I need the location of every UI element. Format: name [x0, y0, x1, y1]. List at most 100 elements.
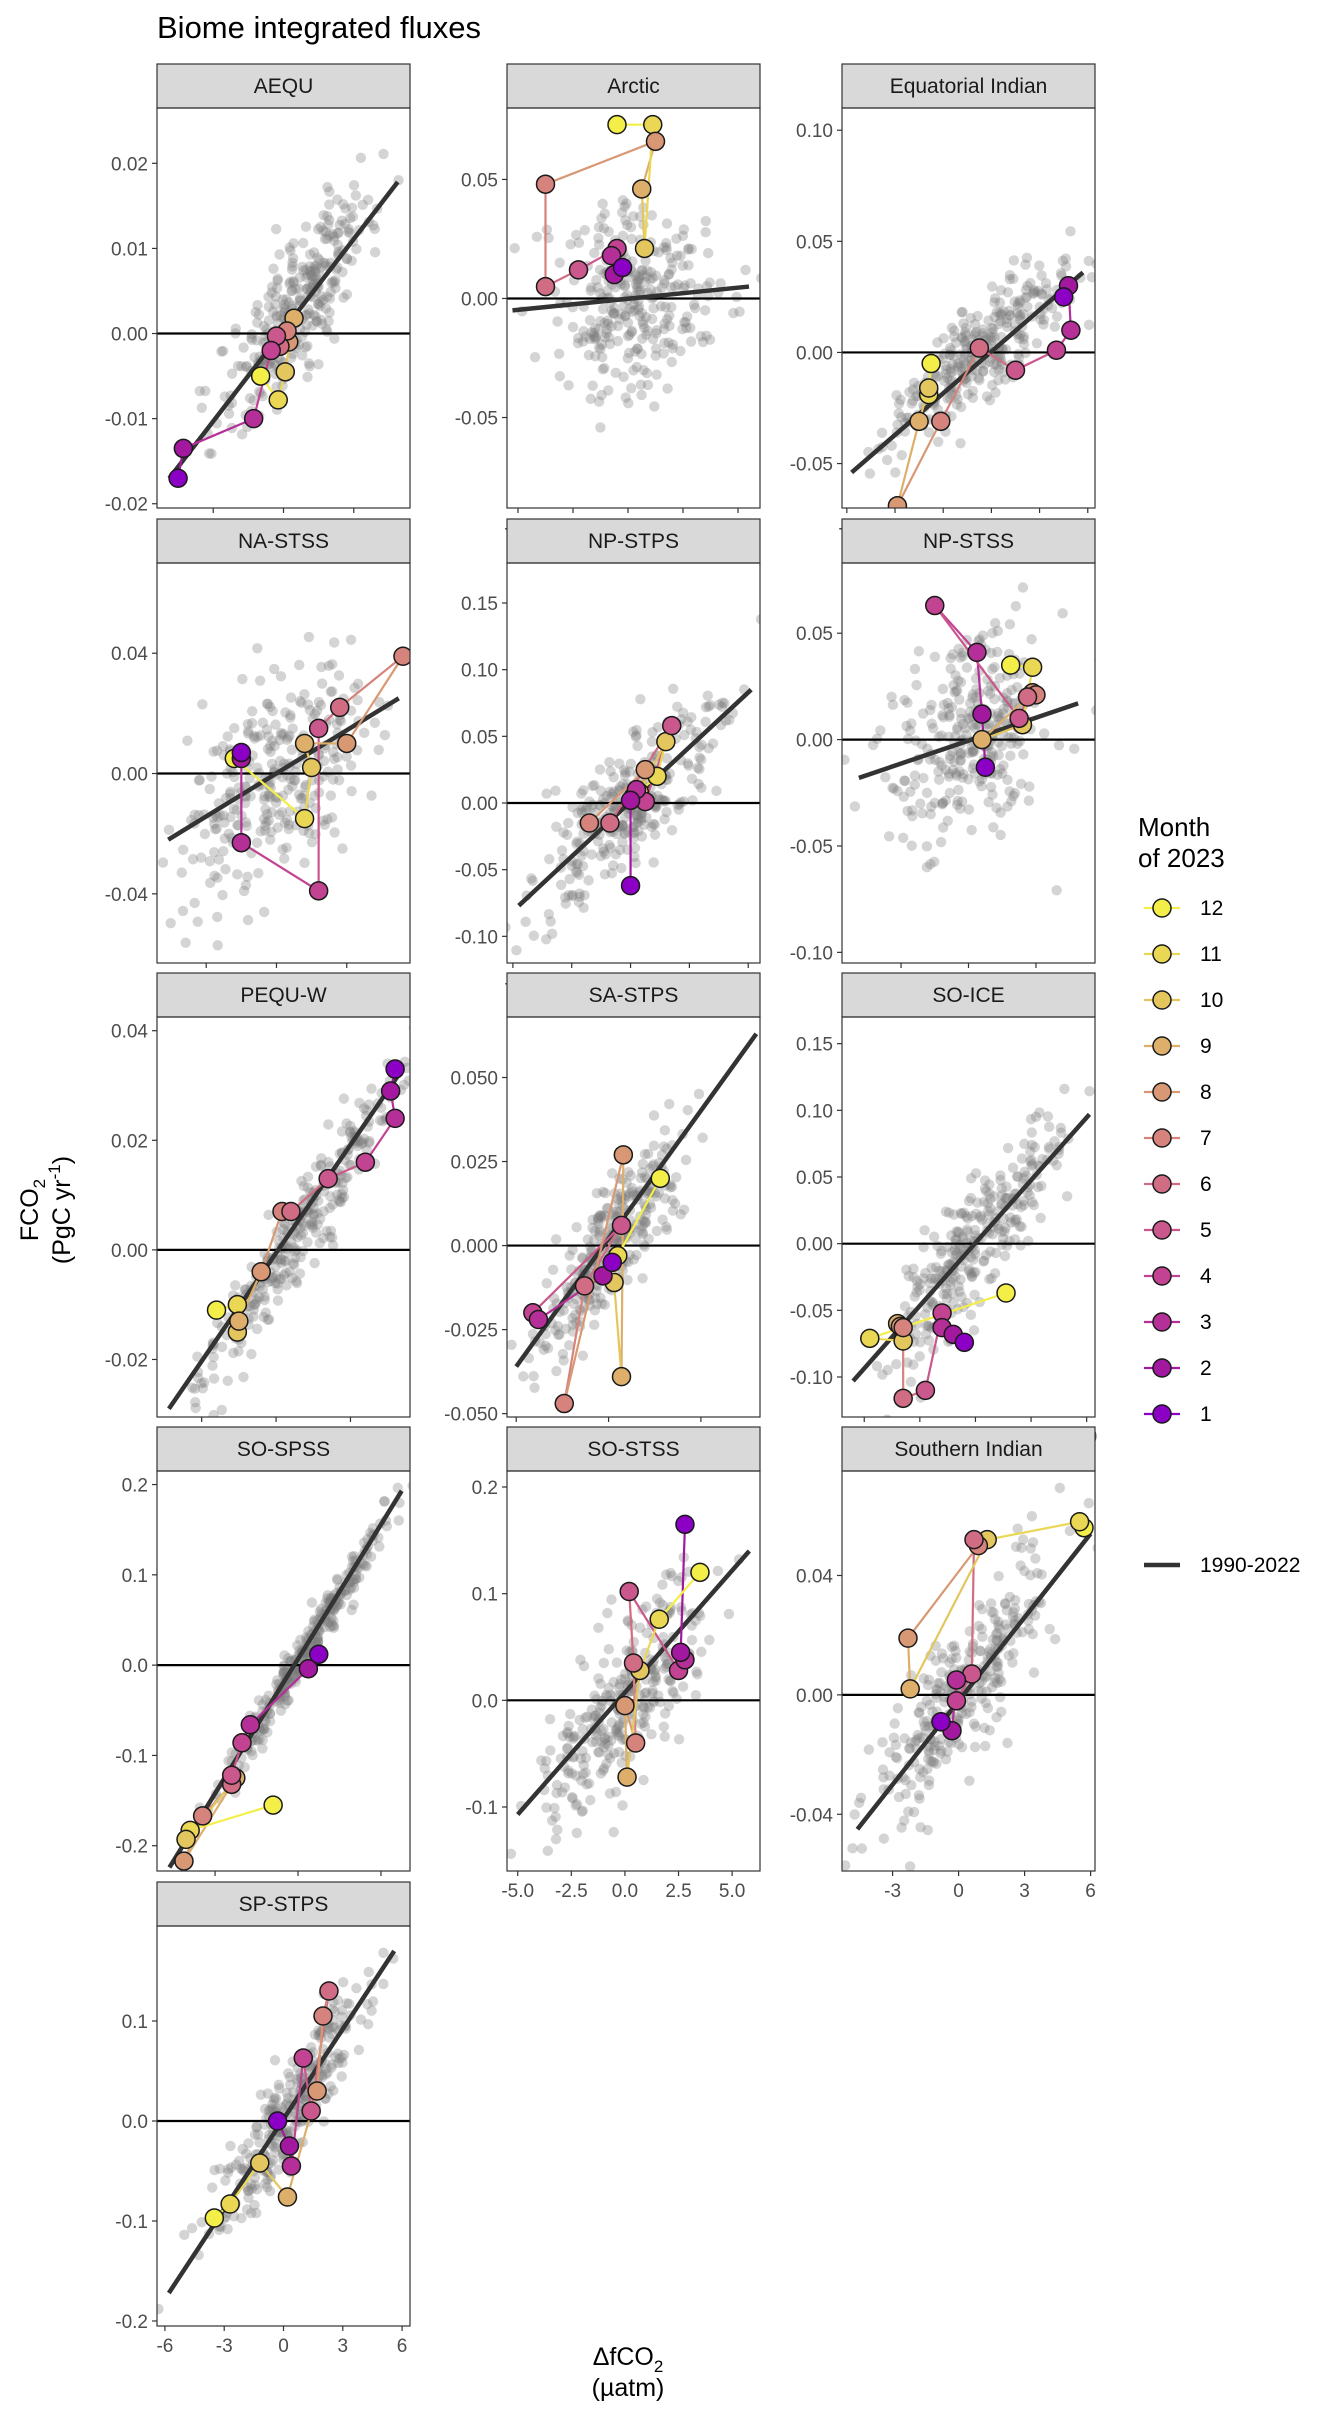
background-point [619, 279, 630, 291]
background-point [298, 1180, 310, 1192]
background-point [996, 358, 1007, 370]
background-point [854, 1797, 865, 1808]
background-point [324, 186, 335, 197]
background-point [599, 317, 610, 329]
background-point [226, 1747, 238, 1758]
background-point [321, 1226, 332, 1237]
month-path-segment [563, 1154, 625, 1404]
background-point [361, 1561, 372, 1572]
background-point [230, 1280, 241, 1291]
panel-border [156, 1470, 411, 1872]
background-point [547, 1264, 559, 1276]
y-tick-label: 0.2 [472, 1478, 498, 1499]
background-point [243, 2192, 254, 2203]
background-point [211, 745, 223, 756]
background-point [605, 842, 616, 854]
background-point [310, 311, 321, 322]
background-point [617, 820, 628, 831]
background-point [305, 2041, 317, 2053]
background-point [1012, 1523, 1023, 1534]
background-point [1000, 1193, 1011, 1204]
background-point [930, 1262, 942, 1273]
background-point [567, 1244, 578, 1256]
background-point [704, 1634, 715, 1646]
background-point [614, 1727, 625, 1738]
background-point [346, 255, 357, 267]
background-point [617, 819, 628, 831]
background-point [1021, 291, 1032, 303]
background-point [966, 1210, 978, 1222]
background-point [232, 869, 243, 880]
background-point [1001, 321, 1013, 333]
background-point [603, 1731, 614, 1743]
y-tick-label: -0.1 [465, 1798, 498, 1819]
legend-key-point-9 [1152, 1036, 1172, 1056]
background-point [299, 689, 310, 700]
background-point [902, 697, 913, 708]
background-point [595, 1292, 606, 1304]
background-point [886, 440, 897, 451]
background-point [1036, 1569, 1047, 1580]
background-point [603, 332, 615, 343]
background-point [667, 1195, 678, 1206]
background-point [269, 2054, 281, 2066]
background-point [288, 276, 299, 287]
background-point [940, 764, 952, 776]
background-point [755, 614, 760, 625]
background-point [274, 1273, 285, 1285]
background-point [956, 1707, 968, 1719]
background-point [378, 1978, 389, 1990]
background-point [217, 889, 228, 901]
background-point [336, 2052, 348, 2063]
background-point [271, 311, 283, 323]
background-point [218, 846, 229, 857]
background-point [285, 245, 296, 256]
background-point [580, 1767, 591, 1778]
background-point [302, 1182, 314, 1193]
background-point [328, 753, 340, 765]
background-point [632, 811, 643, 822]
background-point [333, 1194, 345, 1206]
background-point [756, 273, 760, 284]
background-point [891, 390, 902, 401]
background-point [647, 726, 658, 738]
background-point [637, 316, 648, 327]
panel-strip-label: Equatorial Indian [890, 75, 1048, 98]
y-tick-label: 0.00 [461, 289, 498, 310]
background-point [595, 785, 606, 796]
background-point [1051, 1160, 1062, 1171]
background-point [243, 2185, 254, 2197]
background-point [362, 1999, 373, 2010]
background-point [946, 1737, 957, 1749]
month-path-segment [620, 1154, 625, 1377]
y-axis-title-unit-end: ) [48, 1156, 76, 1164]
background-point [946, 1653, 958, 1665]
background-point [588, 327, 600, 339]
background-point [937, 683, 949, 695]
background-point [348, 1577, 359, 1588]
background-point [667, 343, 678, 354]
legend-label-5: 5 [1200, 1219, 1212, 1242]
y-tick-label: 0.05 [796, 624, 833, 645]
background-point [316, 318, 328, 330]
background-point [294, 272, 305, 283]
month-point-2 [670, 1642, 691, 1663]
background-point [238, 342, 249, 353]
background-point [619, 828, 631, 839]
background-point [667, 1205, 679, 1216]
background-point [520, 916, 531, 928]
background-point [567, 801, 578, 813]
background-point [1018, 1199, 1029, 1211]
background-point [594, 288, 606, 299]
background-point [177, 844, 189, 855]
background-point [954, 766, 965, 777]
background-point [645, 284, 657, 296]
background-point [589, 1319, 600, 1331]
month-point-1 [620, 875, 641, 896]
background-point [626, 327, 637, 338]
background-point [317, 225, 329, 236]
background-point [986, 1606, 997, 1618]
background-point [285, 1678, 297, 1689]
background-point [595, 850, 607, 862]
background-point [1012, 738, 1023, 750]
